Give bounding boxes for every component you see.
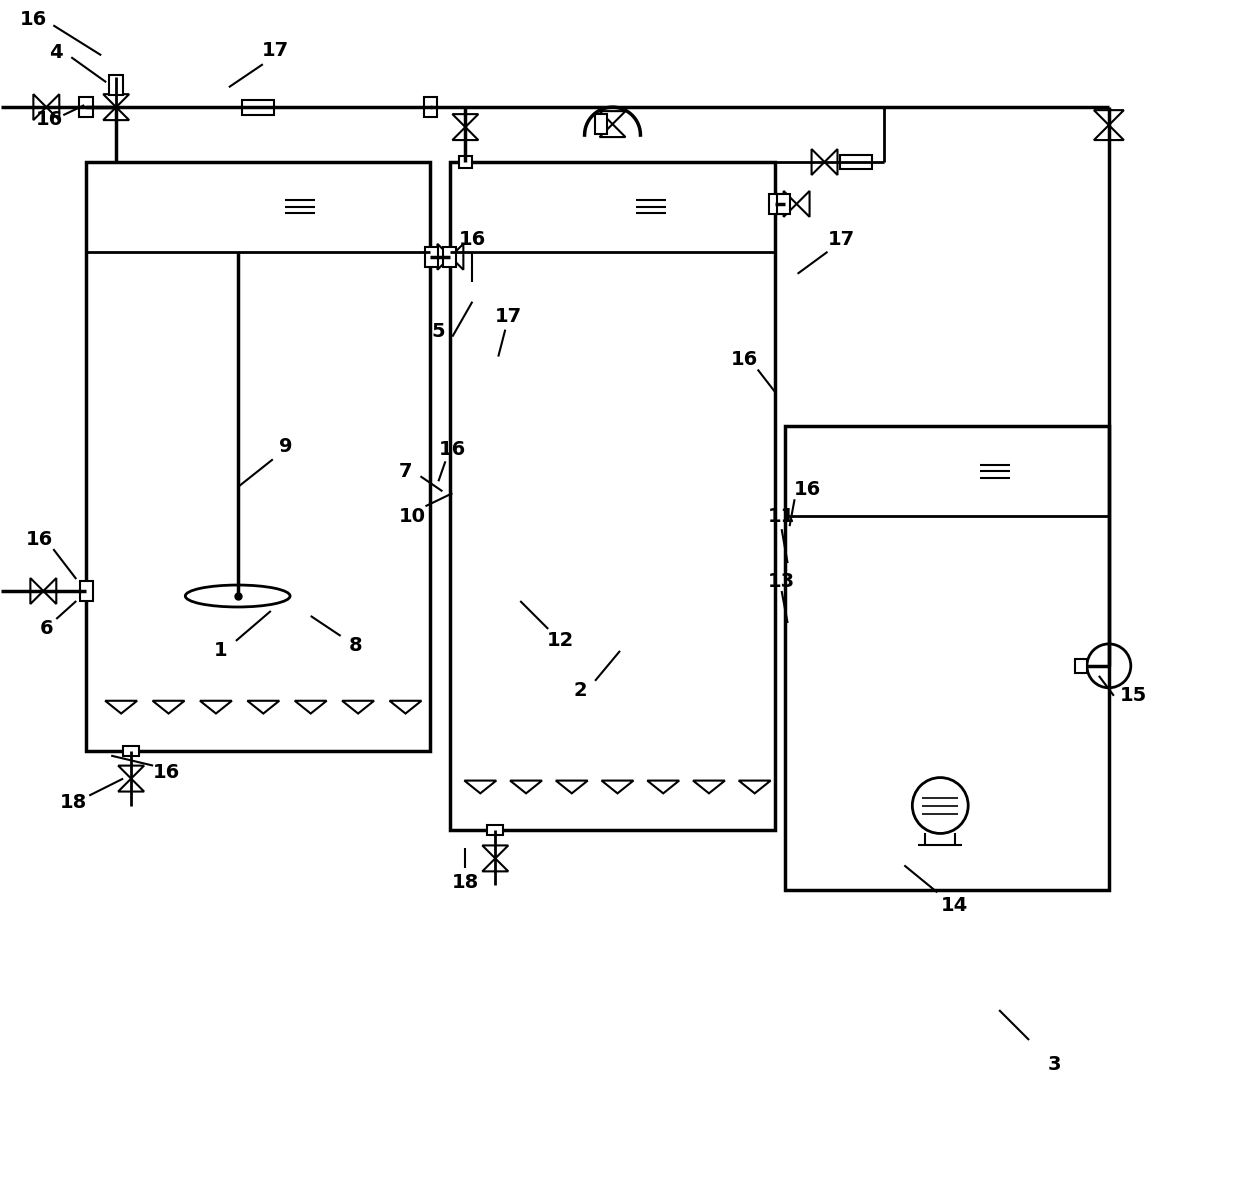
Text: 11: 11 (768, 507, 795, 526)
Polygon shape (811, 149, 825, 175)
Bar (594, 114, 606, 135)
Text: 17: 17 (262, 41, 289, 60)
Text: 1: 1 (215, 641, 228, 661)
Text: 13: 13 (768, 572, 795, 591)
Bar (425, 247, 438, 267)
Text: 8: 8 (348, 637, 362, 656)
Text: 16: 16 (439, 440, 466, 459)
Polygon shape (601, 781, 634, 794)
Polygon shape (453, 114, 479, 127)
Text: 10: 10 (399, 507, 427, 526)
Text: 16: 16 (459, 231, 486, 250)
Bar (841, 155, 873, 169)
Text: 18: 18 (451, 873, 479, 892)
Text: 16: 16 (153, 763, 180, 782)
Bar (785, 426, 1109, 890)
Bar (424, 97, 436, 118)
Bar (87, 162, 430, 751)
Polygon shape (33, 94, 46, 120)
Text: 15: 15 (1120, 686, 1147, 705)
Circle shape (913, 777, 968, 833)
Polygon shape (784, 191, 796, 217)
Text: 2: 2 (573, 681, 587, 700)
Bar (459, 156, 472, 168)
Polygon shape (438, 244, 450, 270)
Polygon shape (693, 781, 725, 794)
Polygon shape (1094, 110, 1123, 125)
Polygon shape (1094, 125, 1123, 141)
Bar (450, 162, 775, 830)
Text: 17: 17 (495, 307, 522, 327)
Text: 14: 14 (941, 896, 968, 915)
Text: 16: 16 (26, 530, 53, 549)
Bar (443, 247, 456, 267)
Polygon shape (556, 781, 588, 794)
Text: 16: 16 (732, 349, 759, 369)
Polygon shape (453, 127, 479, 141)
Polygon shape (739, 781, 770, 794)
Polygon shape (118, 778, 144, 791)
Polygon shape (103, 107, 129, 120)
Polygon shape (200, 700, 232, 713)
Polygon shape (464, 781, 496, 794)
Polygon shape (46, 94, 60, 120)
Text: 3: 3 (1048, 1056, 1060, 1075)
Bar (769, 193, 782, 214)
Polygon shape (295, 700, 326, 713)
Polygon shape (600, 124, 625, 137)
Polygon shape (600, 112, 625, 124)
Ellipse shape (185, 585, 290, 607)
Text: 5: 5 (432, 322, 445, 341)
Text: 17: 17 (828, 231, 856, 250)
Polygon shape (103, 94, 129, 107)
Polygon shape (482, 846, 508, 859)
Bar (1075, 659, 1087, 673)
Polygon shape (153, 700, 185, 713)
Bar (242, 100, 274, 114)
Polygon shape (647, 781, 680, 794)
Polygon shape (105, 700, 138, 713)
Text: 16: 16 (794, 479, 821, 498)
Polygon shape (342, 700, 374, 713)
Text: 16: 16 (20, 10, 47, 29)
Text: 6: 6 (40, 620, 53, 639)
Polygon shape (43, 578, 56, 604)
Polygon shape (450, 244, 464, 270)
Bar (123, 746, 139, 755)
Bar (79, 97, 93, 118)
Polygon shape (30, 578, 43, 604)
Bar (109, 76, 123, 95)
Text: 16: 16 (36, 109, 63, 129)
Polygon shape (118, 765, 144, 778)
Text: 4: 4 (50, 43, 63, 61)
Text: 7: 7 (399, 462, 412, 480)
Bar (777, 193, 790, 214)
Polygon shape (389, 700, 422, 713)
Text: 12: 12 (547, 632, 574, 651)
Polygon shape (825, 149, 837, 175)
Bar (487, 825, 503, 836)
Polygon shape (510, 781, 542, 794)
Text: 18: 18 (60, 793, 87, 812)
Polygon shape (482, 859, 508, 872)
Polygon shape (247, 700, 279, 713)
Bar (79, 581, 93, 600)
Text: 9: 9 (279, 437, 293, 456)
Polygon shape (796, 191, 810, 217)
